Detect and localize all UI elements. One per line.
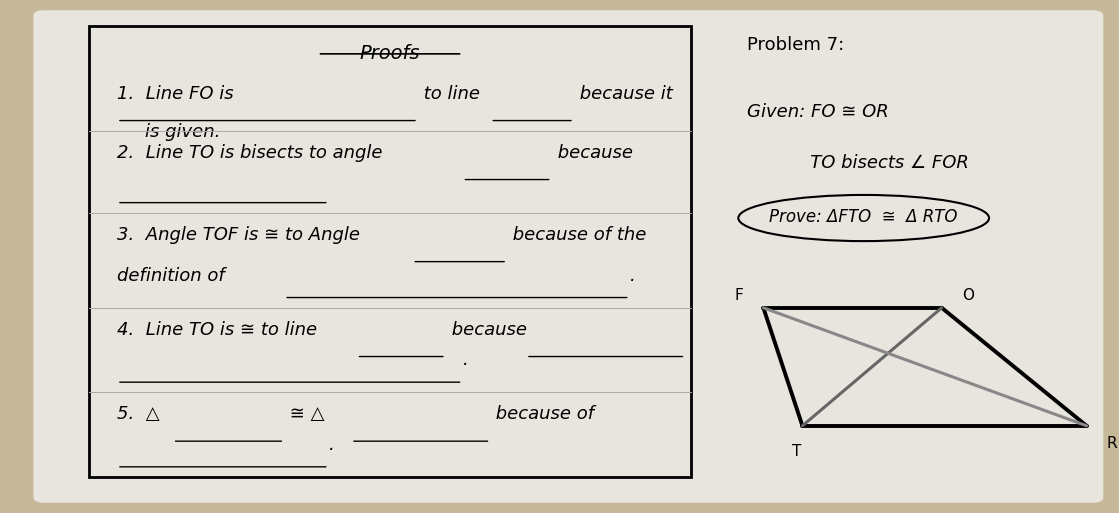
Text: Problem 7:: Problem 7: <box>746 36 844 54</box>
Text: 5.  △: 5. △ <box>117 405 160 423</box>
Text: T: T <box>792 444 801 459</box>
Text: because: because <box>552 144 632 162</box>
Text: O: O <box>961 288 974 303</box>
FancyBboxPatch shape <box>34 10 1103 503</box>
Text: 1.  Line FO is: 1. Line FO is <box>117 85 234 103</box>
Text: definition of: definition of <box>117 267 225 285</box>
Text: .: . <box>462 351 468 369</box>
Text: 4.  Line TO is ≅ to line: 4. Line TO is ≅ to line <box>117 321 317 339</box>
Text: Given: FO ≅ OR: Given: FO ≅ OR <box>746 103 888 121</box>
Text: because of the: because of the <box>507 226 647 244</box>
Bar <box>90 26 690 477</box>
Text: Prove: ΔFTO  ≅  Δ RTO: Prove: ΔFTO ≅ Δ RTO <box>770 208 958 226</box>
Text: R: R <box>1107 436 1117 451</box>
Text: 2.  Line TO is bisects to angle: 2. Line TO is bisects to angle <box>117 144 383 162</box>
Text: TO bisects ∠ FOR: TO bisects ∠ FOR <box>746 154 969 172</box>
Text: ≅ △: ≅ △ <box>284 405 325 423</box>
Text: Proofs: Proofs <box>360 44 421 63</box>
Text: because: because <box>445 321 527 339</box>
Text: because it: because it <box>574 85 673 103</box>
Text: is given.: is given. <box>144 123 220 141</box>
Text: .: . <box>630 267 636 285</box>
Text: 3.  Angle TOF is ≅ to Angle: 3. Angle TOF is ≅ to Angle <box>117 226 360 244</box>
Text: because of: because of <box>490 405 594 423</box>
Text: .: . <box>329 436 335 454</box>
Text: F: F <box>734 288 743 303</box>
Text: to line: to line <box>417 85 480 103</box>
